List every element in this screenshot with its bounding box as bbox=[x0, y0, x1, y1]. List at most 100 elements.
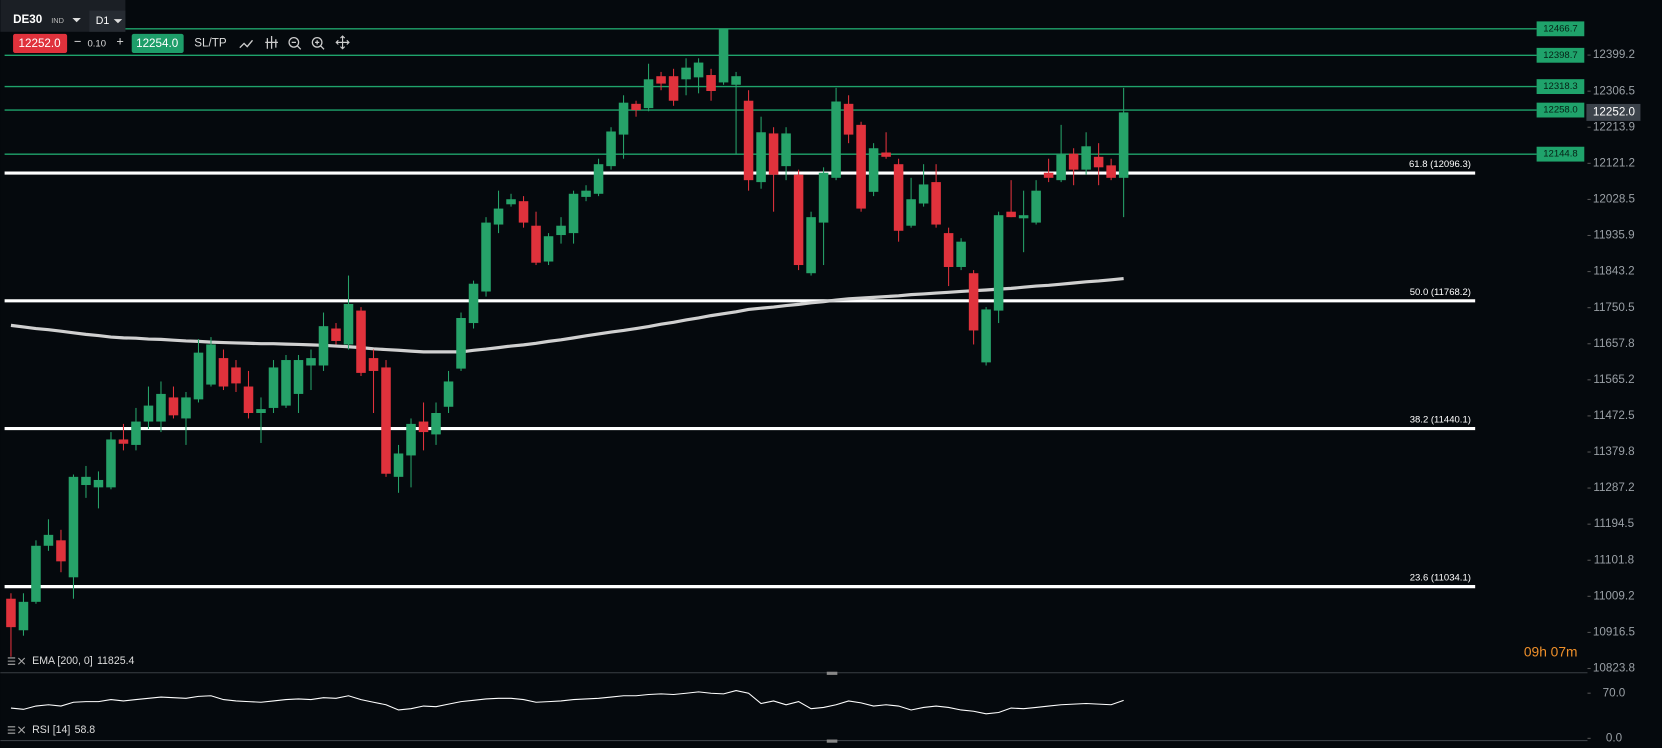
candle-body bbox=[881, 152, 891, 157]
candle-body bbox=[181, 397, 191, 419]
candle-body bbox=[856, 124, 866, 209]
pane-handle[interactable] bbox=[826, 671, 838, 675]
candle-body bbox=[993, 215, 1004, 311]
level-label: 12466.7 bbox=[1543, 23, 1577, 34]
candle-body bbox=[431, 412, 441, 435]
zoom-in-icon-part bbox=[315, 40, 325, 50]
candle-body bbox=[1093, 156, 1104, 168]
y-tick-label: 12399.2 bbox=[1593, 48, 1635, 61]
candle-body bbox=[793, 174, 804, 266]
rsi-last: 58.8 bbox=[75, 724, 96, 736]
candle-body bbox=[831, 101, 841, 178]
fib-label: 61.8 (12096.3) bbox=[1409, 159, 1471, 170]
candle-body bbox=[406, 423, 416, 456]
candle-body bbox=[868, 148, 879, 192]
y-tick-label: 12306.5 bbox=[1593, 84, 1635, 97]
candle-body bbox=[156, 393, 166, 422]
ema-line bbox=[10, 276, 1124, 354]
y-tick-label: 11657.8 bbox=[1593, 337, 1634, 350]
sell-button[interactable] bbox=[13, 33, 68, 53]
level-label-box[interactable] bbox=[1536, 102, 1585, 118]
spread: 0.10 bbox=[88, 38, 107, 49]
candle-body bbox=[1118, 112, 1129, 178]
zoom-out-icon[interactable] bbox=[288, 36, 300, 48]
timeframe-box[interactable] bbox=[89, 10, 126, 32]
y-tick-label: 11750.5 bbox=[1593, 301, 1634, 314]
candle-body bbox=[981, 309, 991, 363]
candle-body bbox=[1031, 190, 1041, 223]
level-label-box[interactable] bbox=[1536, 146, 1585, 162]
ema-name: EMA [200, 0] bbox=[32, 655, 93, 667]
fib-label: 23.6 (11034.1) bbox=[1410, 573, 1471, 584]
fib-label: 50.0 (11768.2) bbox=[1410, 287, 1471, 298]
buy-price[interactable]: 12254.0 bbox=[136, 37, 179, 50]
y-tick-label: 11101.8 bbox=[1594, 553, 1634, 566]
candle-body bbox=[393, 453, 404, 477]
y-tick-label: 11287.2 bbox=[1593, 481, 1634, 494]
candle-body bbox=[231, 367, 241, 384]
candle-body bbox=[568, 193, 579, 234]
candle-body bbox=[131, 421, 141, 445]
candle-body bbox=[768, 133, 779, 175]
candle-body bbox=[118, 439, 129, 444]
buy-button[interactable] bbox=[131, 33, 184, 53]
candle-body bbox=[318, 326, 329, 366]
market: IND bbox=[51, 16, 64, 25]
y-tick-label: 11194.5 bbox=[1594, 517, 1634, 530]
ema-legend-icons[interactable] bbox=[7, 657, 26, 665]
candle-body bbox=[618, 102, 629, 135]
candle-body bbox=[656, 76, 666, 84]
rsi-tick-label: 70.0 bbox=[1603, 686, 1626, 699]
candle-body bbox=[531, 225, 541, 263]
dropdown-arrow[interactable] bbox=[113, 19, 123, 24]
candle-body bbox=[56, 540, 66, 562]
y-tick-label: 10823.8 bbox=[1593, 662, 1635, 675]
timeframe[interactable]: D1 bbox=[96, 15, 110, 27]
candle-body bbox=[756, 132, 766, 183]
level-label-box[interactable] bbox=[1536, 79, 1585, 95]
pan-icon[interactable] bbox=[335, 35, 350, 50]
ema-last: 11825.4 bbox=[97, 655, 135, 667]
sell-price[interactable]: 12252.0 bbox=[19, 37, 62, 50]
candle-body bbox=[43, 534, 54, 546]
candle-body bbox=[818, 172, 829, 223]
candle-body bbox=[331, 328, 341, 341]
candle-body bbox=[543, 236, 554, 262]
candle-body bbox=[493, 208, 504, 225]
minus-button[interactable]: − bbox=[74, 34, 81, 49]
y-tick-label: 11565.2 bbox=[1593, 373, 1634, 386]
candle-body bbox=[293, 360, 304, 394]
candle-body bbox=[443, 381, 454, 407]
level-label-box[interactable] bbox=[1536, 47, 1585, 63]
candle-body bbox=[931, 182, 941, 225]
symbol[interactable]: DE30 bbox=[13, 13, 42, 26]
line-tool-icon[interactable] bbox=[239, 39, 254, 49]
dropdown-arrow[interactable] bbox=[72, 18, 81, 23]
plus-button[interactable]: + bbox=[116, 34, 123, 49]
level-label-box[interactable] bbox=[1536, 21, 1585, 37]
zoom-in-icon[interactable] bbox=[311, 36, 323, 48]
candle-body bbox=[518, 201, 529, 223]
candle-body bbox=[1068, 153, 1079, 170]
candle-body bbox=[668, 76, 679, 101]
candle-body bbox=[706, 75, 716, 91]
candle-body bbox=[606, 131, 616, 167]
candle-body bbox=[943, 233, 954, 267]
candle-body bbox=[381, 367, 391, 474]
level-label: 12398.7 bbox=[1543, 50, 1577, 61]
current-price-box bbox=[1586, 103, 1641, 121]
candle-body bbox=[281, 360, 291, 406]
pane-handle[interactable] bbox=[826, 739, 838, 743]
candle-body bbox=[643, 79, 654, 109]
rsi-legend-icons[interactable] bbox=[7, 726, 26, 734]
candle-type-icon[interactable] bbox=[265, 36, 278, 49]
y-tick-label: 12213.9 bbox=[1593, 120, 1635, 133]
candle-body bbox=[1081, 146, 1091, 170]
sl-tp-button[interactable]: SL/TP bbox=[194, 37, 227, 50]
candle-body bbox=[681, 67, 691, 80]
candle-body bbox=[918, 184, 929, 204]
candle-body bbox=[168, 397, 179, 416]
level-label: 12258.0 bbox=[1543, 105, 1577, 116]
